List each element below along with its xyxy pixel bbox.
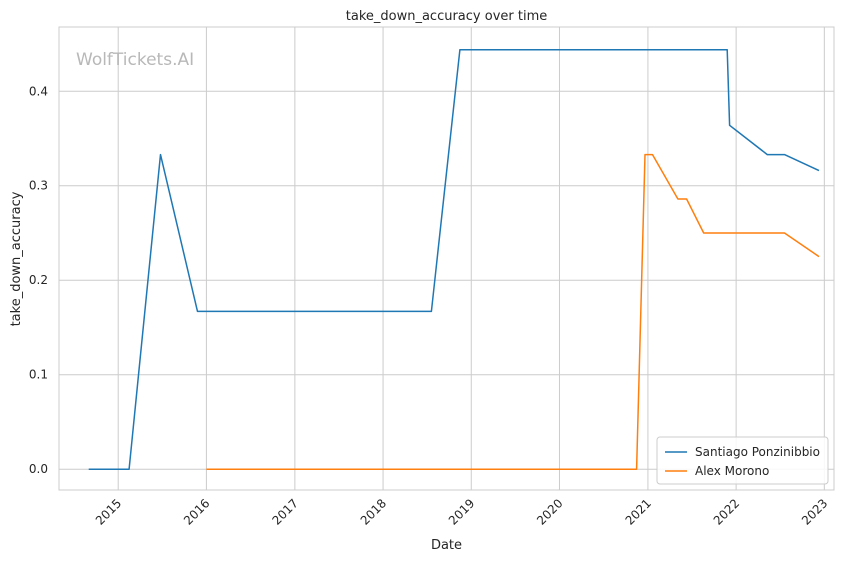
y-tick-label: 0.2: [29, 273, 48, 287]
legend-label: Santiago Ponzinibbio: [695, 445, 820, 459]
y-tick-label: 0.3: [29, 179, 48, 193]
x-tick-label: 2019: [446, 496, 477, 527]
x-tick-label: 2016: [181, 496, 212, 527]
plot-frame: [58, 26, 835, 491]
x-tick-label: 2015: [93, 496, 124, 527]
x-tick-label: 2018: [358, 496, 389, 527]
series-line-1: [88, 48, 820, 470]
x-axis-label: Date: [431, 538, 462, 553]
plot-background: [59, 27, 834, 490]
series-group: [88, 48, 820, 470]
y-tick-label: 0.1: [29, 368, 48, 382]
chart-title: take_down_accuracy over time: [346, 9, 547, 24]
legend: Santiago Ponzinibbio Alex Morono: [656, 436, 829, 485]
watermark: WolfTickets.AI: [76, 50, 194, 70]
legend-label: Alex Morono: [695, 464, 769, 478]
x-tick-labels: 2015 2016 2017 2018 2019 2020 2021 2022 2023: [93, 496, 831, 527]
x-tick-label: 2022: [711, 496, 742, 527]
legend-box: [656, 436, 829, 485]
y-tick-label: 0.0: [29, 462, 48, 476]
x-tick-label: 2021: [623, 496, 654, 527]
y-tick-label: 0.4: [29, 84, 48, 98]
y-axis-label: take_down_accuracy: [9, 191, 24, 326]
y-tick-labels: 0.0 0.1 0.2 0.3 0.4: [29, 84, 48, 476]
x-tick-label: 2020: [534, 496, 565, 527]
x-tick-label: 2017: [269, 496, 300, 527]
x-tick-label: 2023: [799, 496, 830, 527]
series-line-2: [206, 153, 820, 470]
